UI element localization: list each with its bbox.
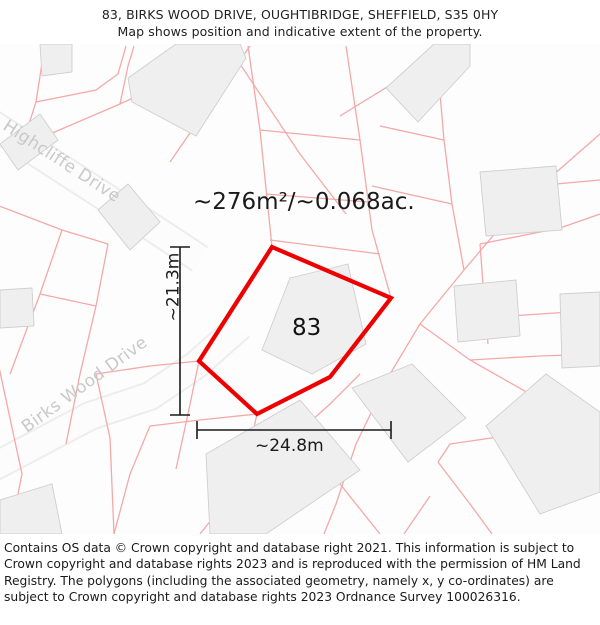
parcel-line <box>403 495 431 534</box>
parcel-line <box>379 125 445 141</box>
building <box>559 291 600 369</box>
parcel-line <box>113 425 151 534</box>
building <box>0 483 63 534</box>
map-footer: Contains OS data © Crown copyright and d… <box>0 534 600 625</box>
parcel-line <box>345 45 392 299</box>
parcel-line <box>269 239 381 255</box>
parcel-line <box>119 45 135 105</box>
building <box>485 373 600 515</box>
building <box>0 287 35 329</box>
copyright-text: Contains OS data © Crown copyright and d… <box>4 541 581 605</box>
parcel-line <box>555 179 600 185</box>
building <box>453 279 521 343</box>
building-footprints <box>0 44 600 534</box>
building <box>97 183 161 251</box>
map-canvas[interactable]: Highcliffe Drive Birks Wood Drive ~276m²… <box>0 44 600 534</box>
property-boundary-outline[interactable] <box>196 244 395 417</box>
building <box>127 44 247 137</box>
parcel-line <box>259 129 361 141</box>
building <box>351 363 467 463</box>
parcel-line <box>95 360 200 375</box>
parcel-line <box>149 413 258 427</box>
building <box>39 44 73 77</box>
building <box>0 113 59 171</box>
parcel-line <box>175 360 200 470</box>
parcel-line <box>39 293 97 307</box>
dimension-lines <box>170 246 392 439</box>
map-header: 83, BIRKS WOOD DRIVE, OUGHTIBRIDGE, SHEF… <box>0 0 600 44</box>
parcel-line <box>231 51 347 215</box>
parcel-line <box>437 461 493 534</box>
page-subtitle: Map shows position and indicative extent… <box>117 24 483 39</box>
road-birks-fill <box>0 316 249 479</box>
page-title: 83, BIRKS WOOD DRIVE, OUGHTIBRIDGE, SHEF… <box>101 7 499 22</box>
parcel-line <box>65 243 109 445</box>
map-vector-layer <box>0 44 600 534</box>
parcel-line <box>95 373 115 534</box>
parcel-line <box>437 443 451 463</box>
parcel-line <box>35 45 127 103</box>
building-subject-property <box>261 263 367 375</box>
parcel-line <box>265 193 369 203</box>
building <box>385 44 471 123</box>
building <box>479 165 563 237</box>
building <box>205 399 361 534</box>
parcel-line <box>371 185 453 205</box>
